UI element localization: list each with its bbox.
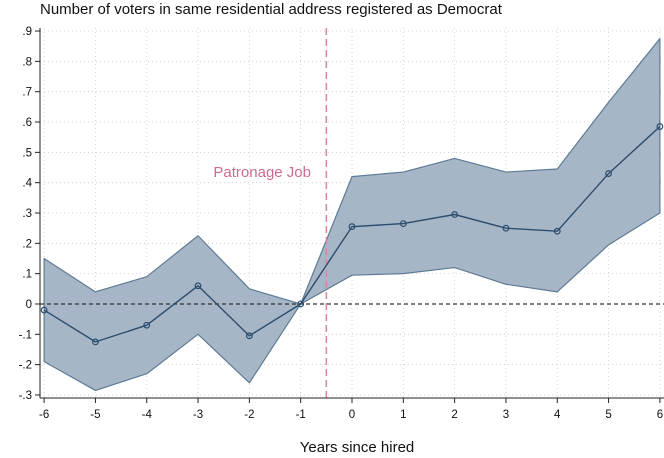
x-tick-label: -4 [142,409,153,421]
x-tick-label: -3 [193,409,203,421]
x-tick-label: -5 [90,409,100,421]
patronage-job-annotation: Patronage Job [213,164,311,181]
estimate-point [40,306,48,314]
y-tick-label: .3 [22,208,32,220]
estimate-point [348,223,356,231]
estimate-point [605,170,612,177]
y-tick-label: -.2 [19,360,32,372]
y-tick-label: .7 [22,87,32,99]
y-tick-label: .1 [22,269,32,281]
x-tick-label: 0 [349,409,355,421]
x-tick-label: -1 [296,409,306,421]
x-tick-label: 3 [503,409,509,421]
axis-layer: -.3 -.2 -.1 0 .1 .2 .3 .4 .5 .6 .7 .8 .9 -6 -5 -4 -3 -2 -1… [19,26,664,421]
estimate-point [194,282,202,290]
x-tick-label: 2 [451,409,457,421]
y-tick-label: .2 [22,238,32,250]
x-tick-label: -6 [39,409,49,421]
estimate-point [399,220,407,228]
x-tick-label: -2 [244,409,254,421]
estimate-point [656,123,664,130]
y-tick-label: -.3 [19,390,32,402]
confidence-band [43,38,661,392]
x-axis-title: Years since hired [300,439,415,456]
x-tick-label: 1 [400,409,406,421]
chart-title: Number of voters in same residential add… [40,1,503,18]
y-tick-label: -.1 [19,329,32,341]
y-tick-label: .9 [22,26,32,38]
y-tick-label: .5 [22,147,32,159]
estimate-point [553,227,561,235]
y-tick-label: 0 [26,299,32,311]
estimate-point [297,300,305,308]
x-tick-label: 5 [605,409,611,421]
y-tick-label: .6 [22,117,32,129]
x-tick-label: 6 [657,409,663,421]
estimate-line-layer [40,123,664,346]
estimate-line [43,126,661,343]
y-tick-label: .8 [22,56,32,68]
estimate-point [451,211,459,218]
y-tick-label: .4 [22,178,32,190]
x-tick-label: 4 [554,409,561,421]
estimate-point [502,224,510,232]
estimate-point [92,338,99,346]
reference-line-layer [40,28,664,398]
confidence-band-layer [43,38,661,392]
estimate-point [245,332,253,340]
estimate-point [143,321,151,329]
